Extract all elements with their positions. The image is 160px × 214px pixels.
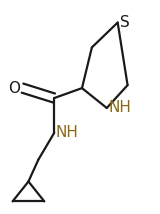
Text: S: S <box>120 15 130 30</box>
Text: NH: NH <box>56 125 79 140</box>
Text: NH: NH <box>108 101 131 116</box>
Text: O: O <box>8 81 20 96</box>
